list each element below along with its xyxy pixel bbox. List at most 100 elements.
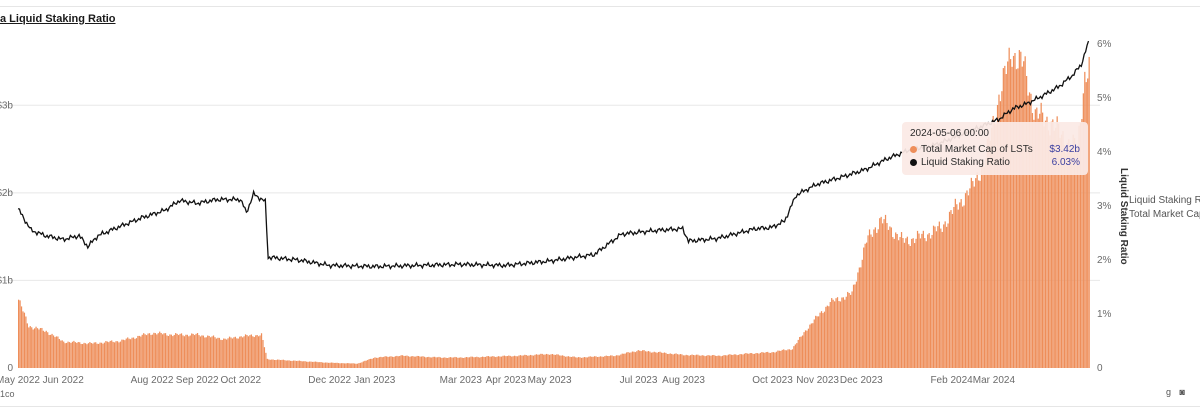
bar[interactable] bbox=[964, 193, 967, 368]
bar[interactable] bbox=[402, 355, 404, 368]
bar[interactable] bbox=[249, 335, 251, 368]
bar[interactable] bbox=[799, 336, 801, 368]
bar[interactable] bbox=[441, 357, 443, 368]
bar[interactable] bbox=[963, 205, 965, 368]
bar[interactable] bbox=[873, 229, 875, 368]
bar[interactable] bbox=[602, 356, 604, 368]
bar[interactable] bbox=[1069, 149, 1071, 368]
bar[interactable] bbox=[672, 354, 674, 368]
bar[interactable] bbox=[786, 350, 788, 368]
bar[interactable] bbox=[1036, 107, 1038, 368]
bar[interactable] bbox=[809, 324, 811, 368]
bar[interactable] bbox=[874, 227, 876, 368]
bar[interactable] bbox=[978, 180, 980, 368]
bar[interactable] bbox=[316, 361, 318, 368]
bar[interactable] bbox=[508, 355, 510, 368]
bar[interactable] bbox=[378, 357, 380, 368]
bar[interactable] bbox=[407, 356, 410, 368]
bar[interactable] bbox=[468, 357, 471, 368]
bar[interactable] bbox=[892, 237, 894, 368]
bar[interactable] bbox=[381, 357, 383, 368]
bar[interactable] bbox=[202, 335, 204, 368]
bar[interactable] bbox=[176, 333, 178, 368]
bar[interactable] bbox=[173, 334, 175, 368]
bar[interactable] bbox=[96, 343, 98, 368]
bar[interactable] bbox=[842, 297, 844, 368]
bar[interactable] bbox=[413, 356, 415, 368]
bar[interactable] bbox=[620, 354, 622, 368]
bar[interactable] bbox=[713, 354, 715, 368]
bar[interactable] bbox=[861, 259, 863, 368]
bar[interactable] bbox=[530, 354, 532, 368]
bar[interactable] bbox=[109, 340, 111, 368]
bar[interactable] bbox=[614, 356, 616, 368]
bar[interactable] bbox=[438, 356, 440, 368]
bar[interactable] bbox=[1008, 47, 1010, 368]
bar[interactable] bbox=[1026, 75, 1028, 368]
bar[interactable] bbox=[317, 362, 319, 368]
bar[interactable] bbox=[663, 352, 666, 368]
bar[interactable] bbox=[531, 355, 533, 368]
bar[interactable] bbox=[448, 357, 450, 368]
bar[interactable] bbox=[589, 356, 591, 368]
bar[interactable] bbox=[727, 354, 730, 368]
bar[interactable] bbox=[819, 312, 821, 368]
bar[interactable] bbox=[367, 359, 369, 368]
bar[interactable] bbox=[287, 360, 289, 368]
bar[interactable] bbox=[333, 362, 335, 368]
bar[interactable] bbox=[921, 233, 923, 368]
bar[interactable] bbox=[416, 355, 418, 368]
bar[interactable] bbox=[105, 341, 107, 368]
bar[interactable] bbox=[985, 158, 987, 368]
bar[interactable] bbox=[90, 343, 92, 368]
bar[interactable] bbox=[770, 352, 772, 368]
bar[interactable] bbox=[724, 355, 727, 368]
bar[interactable] bbox=[429, 357, 431, 368]
bar[interactable] bbox=[307, 361, 309, 368]
bar[interactable] bbox=[306, 361, 308, 368]
bar[interactable] bbox=[112, 341, 114, 368]
bar[interactable] bbox=[180, 333, 183, 368]
bar[interactable] bbox=[791, 349, 794, 368]
bar[interactable] bbox=[668, 353, 670, 368]
bar[interactable] bbox=[20, 306, 23, 368]
bar[interactable] bbox=[644, 351, 647, 368]
bar[interactable] bbox=[674, 353, 676, 368]
bar[interactable] bbox=[745, 353, 747, 368]
bar[interactable] bbox=[1068, 139, 1070, 368]
bar[interactable] bbox=[281, 359, 283, 368]
bar[interactable] bbox=[70, 342, 72, 368]
bar[interactable] bbox=[300, 360, 302, 368]
bar[interactable] bbox=[514, 355, 516, 368]
bar[interactable] bbox=[505, 356, 507, 368]
bar[interactable] bbox=[706, 355, 708, 368]
bar[interactable] bbox=[205, 337, 207, 368]
bar[interactable] bbox=[815, 315, 817, 368]
bar[interactable] bbox=[358, 363, 360, 368]
bar[interactable] bbox=[621, 353, 623, 368]
bar[interactable] bbox=[787, 349, 789, 368]
bar[interactable] bbox=[167, 336, 170, 368]
bar[interactable] bbox=[394, 356, 396, 368]
bar[interactable] bbox=[956, 204, 958, 368]
bar[interactable] bbox=[403, 355, 405, 368]
bar[interactable] bbox=[445, 357, 447, 368]
bar[interactable] bbox=[370, 358, 372, 368]
bar[interactable] bbox=[276, 359, 279, 368]
bar[interactable] bbox=[500, 356, 503, 368]
bar[interactable] bbox=[237, 338, 239, 368]
bar[interactable] bbox=[802, 335, 804, 368]
bar[interactable] bbox=[76, 342, 78, 368]
bar[interactable] bbox=[118, 342, 120, 368]
bar[interactable] bbox=[451, 357, 453, 368]
bar[interactable] bbox=[455, 357, 458, 368]
bar[interactable] bbox=[420, 356, 423, 368]
camera-icon[interactable]: ◙ bbox=[1179, 387, 1185, 397]
bar[interactable] bbox=[447, 358, 449, 368]
bar[interactable] bbox=[79, 342, 81, 368]
bar[interactable] bbox=[522, 355, 524, 368]
bar[interactable] bbox=[855, 281, 858, 368]
bar[interactable] bbox=[890, 227, 892, 368]
bar[interactable] bbox=[172, 336, 174, 368]
bar[interactable] bbox=[755, 353, 757, 368]
